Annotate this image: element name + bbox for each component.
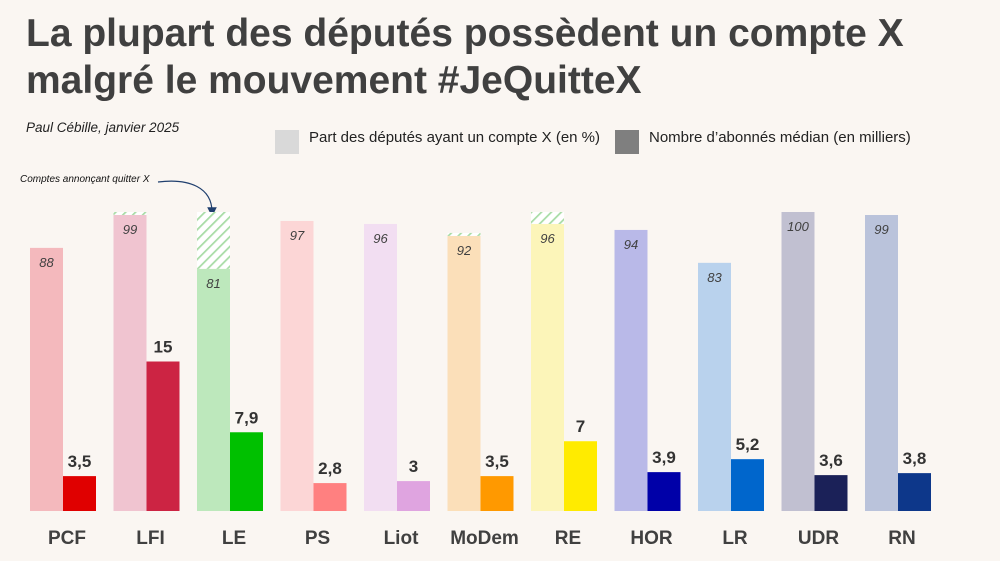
legend-swatch-followers xyxy=(615,130,639,154)
bar-followers-rn xyxy=(898,473,931,511)
label-percent-hor: 94 xyxy=(624,237,638,252)
bar-percent-lr xyxy=(698,262,731,511)
bar-quitting-lfi xyxy=(113,212,147,215)
label-followers-le: 7,9 xyxy=(235,408,259,427)
bar-quitting-modem xyxy=(447,232,481,236)
label-followers-rn: 3,8 xyxy=(903,449,927,468)
label-followers-re: 7 xyxy=(576,417,585,436)
bar-followers-udr xyxy=(814,475,848,511)
bar-percent-udr xyxy=(781,212,815,511)
bar-followers-re xyxy=(564,441,597,511)
label-percent-lr: 83 xyxy=(707,270,722,285)
label-followers-pcf: 3,5 xyxy=(68,452,92,471)
bar-followers-lfi xyxy=(146,361,180,511)
category-label-modem: MoDem xyxy=(450,528,519,549)
label-followers-lr: 5,2 xyxy=(736,435,760,454)
label-percent-liot: 96 xyxy=(373,231,388,246)
legend-label-percent: Part des députés ayant un compte X (en %… xyxy=(309,129,600,146)
label-followers-hor: 3,9 xyxy=(652,448,676,467)
label-followers-udr: 3,6 xyxy=(819,451,843,470)
category-label-ps: PS xyxy=(305,528,330,549)
category-label-rn: RN xyxy=(888,528,915,549)
bar-percent-rn xyxy=(865,214,898,512)
bar-followers-modem xyxy=(480,476,514,511)
bar-followers-liot xyxy=(397,481,430,511)
label-followers-ps: 2,8 xyxy=(318,459,342,478)
category-label-hor: HOR xyxy=(630,528,673,549)
category-label-re: RE xyxy=(555,528,581,549)
bar-percent-modem xyxy=(447,235,481,512)
legend-item-followers: Nombre d’abonnés médian (en milliers) xyxy=(615,128,949,154)
bar-followers-ps xyxy=(313,483,347,511)
bar-percent-ps xyxy=(280,220,314,511)
bar-percent-lfi xyxy=(113,214,147,512)
label-percent-modem: 92 xyxy=(457,243,472,258)
author-date: Paul Cébille, janvier 2025 xyxy=(26,120,180,135)
category-label-udr: UDR xyxy=(798,528,839,549)
bar-percent-hor xyxy=(614,229,648,511)
label-percent-rn: 99 xyxy=(874,222,888,237)
annotation-arrow xyxy=(157,180,217,217)
legend-item-percent: Part des députés ayant un compte X (en %… xyxy=(275,128,609,154)
category-label-lfi: LFI xyxy=(136,528,165,549)
bar-quitting-le xyxy=(197,212,230,269)
bar-followers-pcf xyxy=(63,476,96,511)
legend-swatch-percent xyxy=(275,130,299,154)
category-label-liot: Liot xyxy=(384,528,419,549)
label-percent-le: 81 xyxy=(206,276,220,291)
annotation-quitting: Comptes annonçant quitter X xyxy=(20,174,150,185)
label-followers-modem: 3,5 xyxy=(485,452,509,471)
label-followers-liot: 3 xyxy=(409,457,418,476)
bar-followers-hor xyxy=(647,472,681,511)
label-percent-lfi: 99 xyxy=(123,222,137,237)
bar-percent-re xyxy=(531,223,564,511)
bar-percent-pcf xyxy=(30,247,63,511)
category-label-pcf: PCF xyxy=(48,528,86,549)
label-percent-ps: 97 xyxy=(290,228,305,243)
category-label-lr: LR xyxy=(722,528,748,549)
label-followers-lfi: 15 xyxy=(154,338,173,357)
bar-percent-liot xyxy=(364,223,397,511)
chart-title: La plupart des députés possèdent un comp… xyxy=(26,12,904,102)
label-percent-re: 96 xyxy=(540,231,555,246)
bar-percent-le xyxy=(197,268,230,511)
category-label-le: LE xyxy=(222,528,246,549)
label-percent-pcf: 88 xyxy=(39,255,54,270)
legend-label-followers: Nombre d’abonnés médian (en milliers) xyxy=(649,129,911,146)
bar-followers-lr xyxy=(731,459,764,511)
bar-followers-le xyxy=(230,432,263,511)
bar-quitting-re xyxy=(531,212,564,224)
label-percent-udr: 100 xyxy=(787,219,809,234)
